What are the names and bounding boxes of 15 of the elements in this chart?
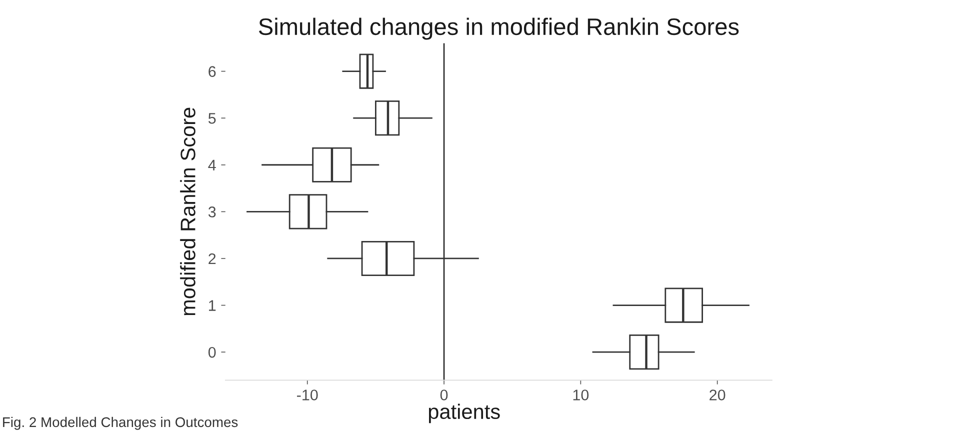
y-tick-label: 5 [208,113,216,124]
x-tick-label: 10 [573,390,589,400]
x-tick-label: 20 [710,390,726,400]
caption: Fig. 2 Modelled Changes in Outcomes [3,416,238,430]
x-tick-label: 0 [440,390,448,400]
x-axis-title: patients [428,404,500,424]
y-tick-label: 3 [208,206,216,218]
x-tick-label: -10 [297,390,318,400]
y-axis-title: modified Rankin Score [180,108,196,316]
y-tick-label: 1 [209,300,216,311]
y-tick-label: 0 [208,346,216,358]
chart-title: Simulated changes in modified Rankin Scores [258,18,739,40]
y-tick-label: 6 [208,66,216,77]
y-tick-label: 2 [208,253,216,264]
y-tick-label: 4 [208,160,216,170]
